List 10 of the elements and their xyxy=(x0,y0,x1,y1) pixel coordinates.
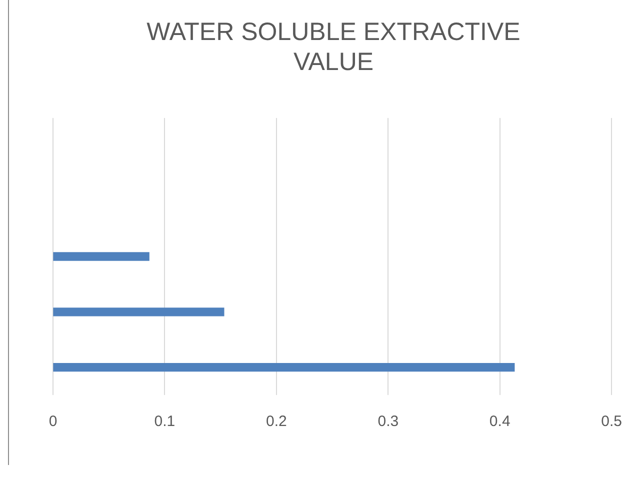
x-tick-label: 0 xyxy=(48,413,58,430)
bar xyxy=(53,252,150,261)
bar xyxy=(53,362,515,372)
x-tick-label: 0.5 xyxy=(601,413,622,430)
x-tick-label: 0.3 xyxy=(378,413,399,430)
chart-title: WATER SOLUBLE EXTRACTIVE VALUE xyxy=(146,18,520,76)
x-tick-label: 0.1 xyxy=(154,413,176,430)
bar xyxy=(53,308,224,316)
x-tick-label: 0.4 xyxy=(489,413,510,430)
x-tick-label: 0.2 xyxy=(266,413,287,430)
